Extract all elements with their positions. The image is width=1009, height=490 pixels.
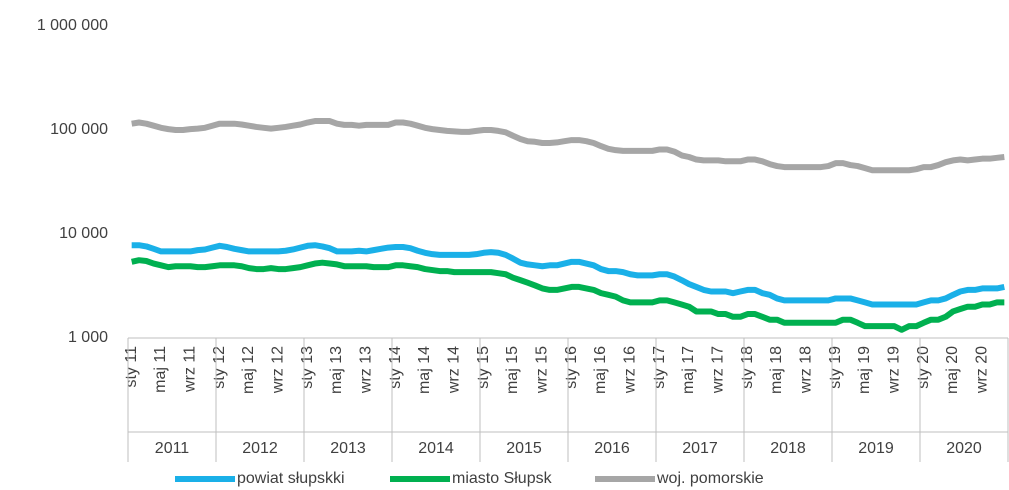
x-tick-label: wrz 20 bbox=[974, 346, 991, 394]
group-label: 2017 bbox=[682, 440, 718, 457]
x-tick-label: maj 16 bbox=[592, 346, 609, 394]
group-label: 2011 bbox=[155, 440, 190, 457]
x-tick-label: maj 12 bbox=[240, 346, 257, 394]
x-tick-label: sty 15 bbox=[475, 346, 492, 389]
x-tick-label: sty 20 bbox=[915, 346, 932, 389]
series-line bbox=[131, 257, 1005, 333]
x-tick-label: wrz 16 bbox=[622, 346, 639, 394]
x-tick-label: wrz 18 bbox=[798, 346, 815, 394]
x-tick-label: maj 18 bbox=[768, 346, 785, 394]
x-tick-label: sty 17 bbox=[651, 346, 668, 389]
y-tick-label: 1 000 000 bbox=[37, 17, 108, 34]
y-tick-label: 1 000 bbox=[68, 329, 108, 346]
x-tick-label: sty 11 bbox=[123, 346, 140, 388]
legend-label: powiat słupskki bbox=[237, 470, 345, 487]
x-tick-label: maj 11 bbox=[152, 346, 169, 393]
x-tick-label: sty 18 bbox=[739, 346, 756, 389]
x-tick-label: maj 14 bbox=[416, 346, 433, 394]
group-label: 2012 bbox=[242, 440, 278, 457]
x-tick-label: maj 19 bbox=[856, 346, 873, 394]
x-tick-label: wrz 19 bbox=[886, 346, 903, 394]
x-tick-label: wrz 12 bbox=[270, 346, 287, 394]
x-tick-label: wrz 17 bbox=[710, 346, 727, 394]
y-tick-label: 100 000 bbox=[50, 121, 108, 138]
x-tick-label: wrz 15 bbox=[534, 346, 551, 394]
x-tick-label: maj 17 bbox=[680, 346, 697, 394]
group-label: 2018 bbox=[770, 440, 806, 457]
series-line bbox=[131, 118, 1005, 174]
x-tick-label: sty 12 bbox=[211, 346, 228, 389]
x-tick-label: maj 15 bbox=[504, 346, 521, 394]
x-tick-label: wrz 11 bbox=[182, 346, 199, 393]
group-label: 2019 bbox=[858, 440, 894, 457]
x-tick-label: maj 20 bbox=[944, 346, 961, 394]
x-tick-label: sty 13 bbox=[299, 346, 316, 389]
x-tick-label: maj 13 bbox=[328, 346, 345, 394]
x-tick-label: wrz 14 bbox=[446, 346, 463, 394]
group-label: 2015 bbox=[506, 440, 542, 457]
x-tick-label: sty 14 bbox=[387, 346, 404, 389]
y-tick-label: 10 000 bbox=[59, 225, 108, 242]
legend-label: miasto Słupsk bbox=[452, 470, 553, 487]
group-label: 2013 bbox=[330, 440, 366, 457]
series-line bbox=[131, 242, 1005, 308]
group-label: 2016 bbox=[594, 440, 630, 457]
legend-label: woj. pomorskie bbox=[656, 470, 764, 487]
x-tick-label: wrz 13 bbox=[358, 346, 375, 394]
group-label: 2020 bbox=[946, 440, 982, 457]
x-tick-label: sty 16 bbox=[563, 346, 580, 389]
x-tick-label: sty 19 bbox=[827, 346, 844, 389]
group-label: 2014 bbox=[418, 440, 454, 457]
